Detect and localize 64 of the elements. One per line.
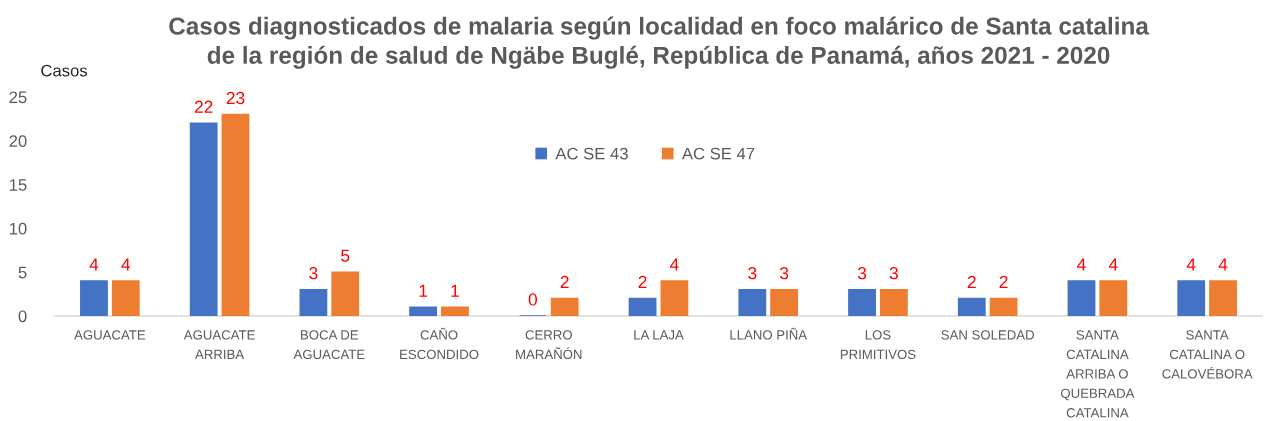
data-label: 22	[194, 100, 213, 113]
bar	[331, 271, 360, 316]
bar	[989, 297, 1018, 316]
bar	[1209, 280, 1237, 316]
y-tick-label: 15	[9, 179, 27, 191]
bar	[770, 289, 799, 316]
x-tick-label: SANTA CATALINA ARRIBA O QUEBRADA CATALINA	[1061, 330, 1135, 418]
data-label: 3	[857, 267, 867, 280]
data-label: 2	[560, 275, 569, 288]
y-tick-label: 20	[9, 135, 27, 147]
data-label: 0	[528, 293, 538, 306]
bar	[1067, 280, 1096, 316]
legend-label: AC SE 47	[681, 147, 755, 160]
data-label: 4	[1077, 258, 1086, 271]
data-label: 3	[309, 267, 318, 280]
bar	[848, 289, 876, 316]
bar	[879, 289, 908, 316]
data-label: 1	[419, 284, 428, 297]
x-tick-label: SAN SOLEDAD	[941, 330, 1034, 340]
bar	[1177, 280, 1206, 316]
data-label: 4	[89, 258, 99, 271]
data-label: 5	[341, 249, 350, 262]
bar	[660, 280, 689, 316]
x-tick-label: LOS PRIMITIVOS	[840, 330, 916, 360]
x-tick-label: BOCA DE AGUACATE	[293, 330, 365, 360]
data-label: 4	[1108, 258, 1118, 271]
bar	[957, 297, 986, 316]
bar	[441, 306, 469, 316]
x-tick-label: AGUACATE	[74, 330, 146, 340]
bar	[738, 289, 767, 316]
y-tick-label: 10	[9, 222, 27, 235]
bar	[628, 297, 657, 316]
bar	[1099, 280, 1128, 316]
bar	[111, 280, 140, 316]
data-label: 1	[451, 284, 459, 297]
data-label: 2	[999, 275, 1008, 288]
y-tick-label: 0	[18, 310, 27, 323]
x-tick-label: LA LAJA	[634, 330, 684, 340]
bar	[221, 113, 250, 316]
bar	[409, 306, 438, 316]
y-axis-title: Casos	[41, 64, 88, 77]
bar	[299, 289, 328, 316]
x-tick-label: LLANO PIÑA	[730, 327, 808, 340]
data-label: 4	[1186, 258, 1196, 271]
data-label: 3	[889, 267, 898, 280]
bar	[189, 122, 218, 316]
data-label: 4	[1218, 258, 1228, 271]
legend-label: AC SE 43	[555, 147, 628, 160]
data-label: 2	[967, 275, 976, 288]
data-label: 4	[669, 258, 679, 271]
data-label: 4	[121, 258, 131, 271]
x-tick-label: AGUACATE ARRIBA	[183, 330, 255, 359]
x-tick-label: CERRO MARAÑÓN	[516, 330, 582, 360]
data-label: 3	[779, 267, 789, 280]
bar	[80, 280, 108, 316]
y-tick-label: 5	[18, 266, 27, 279]
x-tick-label: CAÑO ESCONDIDO	[400, 327, 479, 360]
data-label: 2	[638, 275, 647, 288]
data-label: 23	[226, 91, 245, 105]
bar	[550, 297, 579, 316]
chart-title: Casos diagnosticados de malaria según localidad en foco malárico de Santa catalina de la región de salud de Ngäbe Buglé, República de Panamá, años 2021 - 2020	[169, 16, 1150, 69]
y-tick-label: 25	[9, 91, 27, 104]
data-label: 3	[748, 267, 757, 280]
x-tick-label: SANTA CATALINA O CALOVÉBORA	[1162, 330, 1253, 379]
